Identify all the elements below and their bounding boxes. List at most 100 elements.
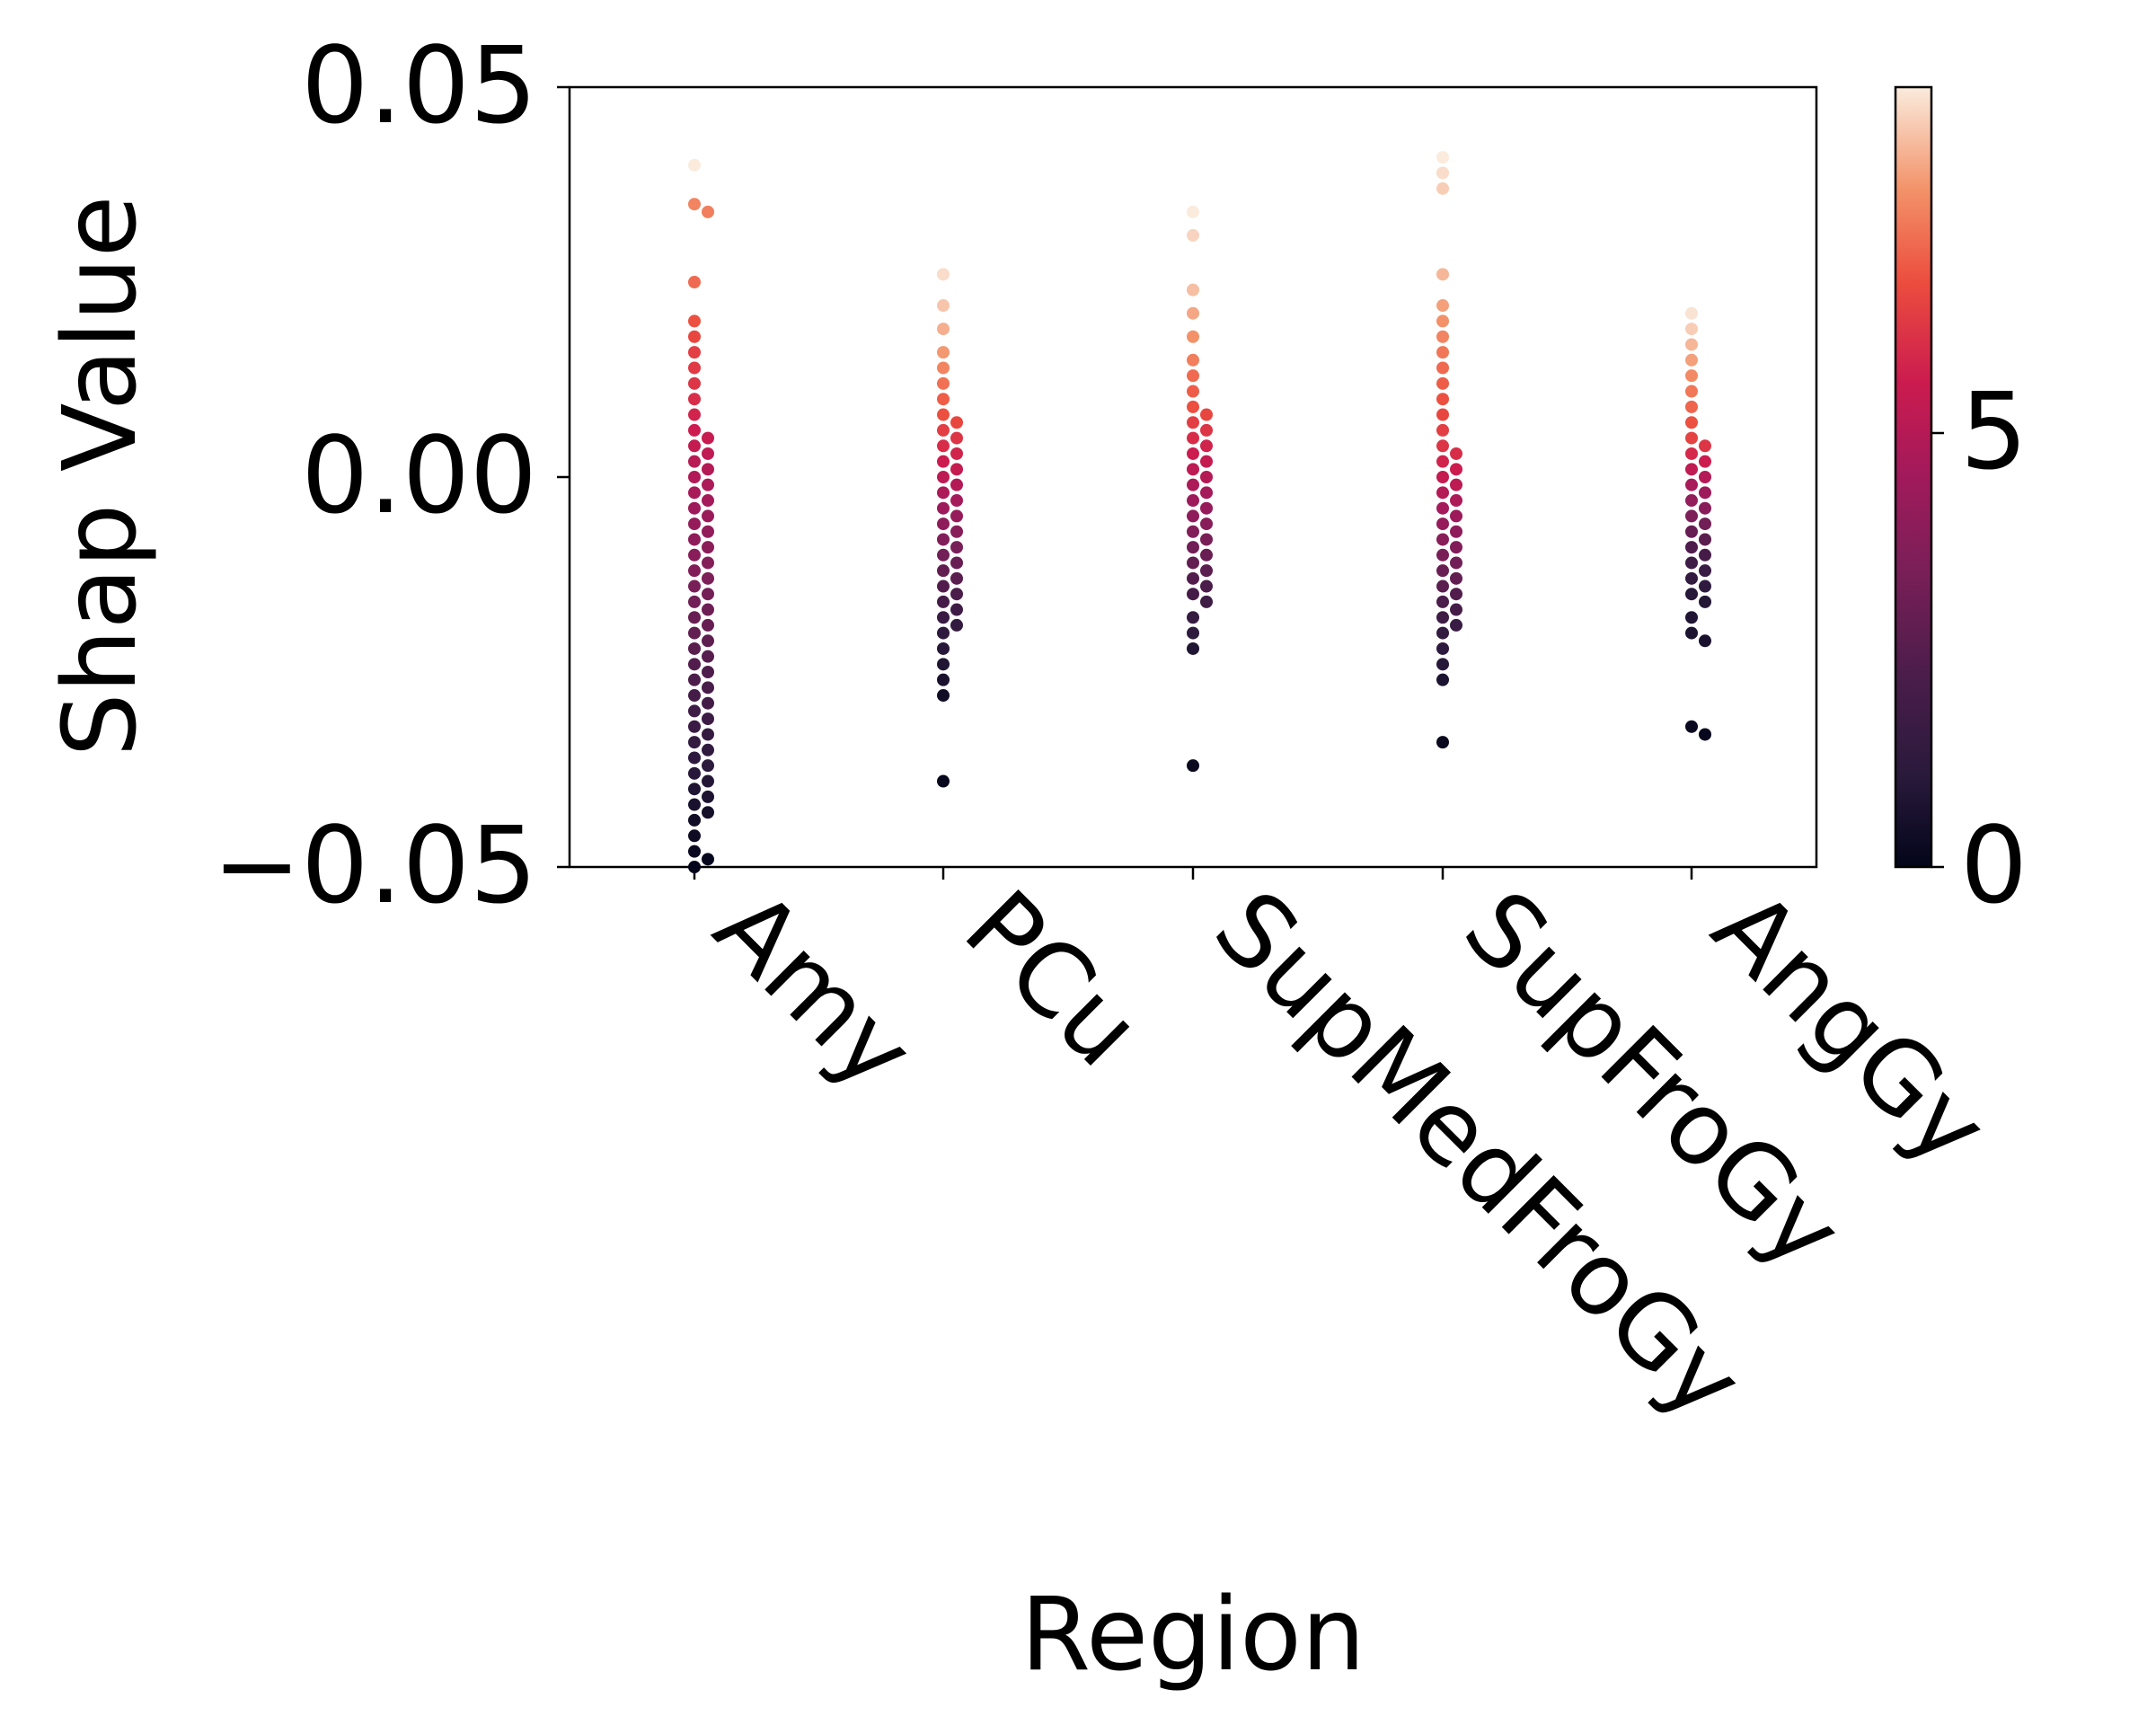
swarm-point: [1200, 471, 1213, 483]
swarm-point: [937, 299, 950, 313]
swarm-point: [1187, 541, 1199, 554]
swarm-point: [1187, 283, 1199, 296]
swarm-point: [937, 408, 950, 421]
swarm-point: [950, 603, 963, 616]
swarm-point: [1187, 205, 1199, 218]
swarm-point: [937, 533, 950, 546]
swarm-point: [688, 736, 701, 749]
swarm-point: [1685, 338, 1698, 351]
swarm-point: [688, 486, 701, 500]
swarm-point: [702, 541, 714, 554]
swarm-point: [1436, 393, 1449, 406]
swarm-point: [937, 393, 950, 406]
swarm-point: [1187, 571, 1199, 585]
swarm-point: [688, 595, 701, 608]
swarm-point: [937, 673, 950, 686]
swarm-point: [688, 330, 701, 343]
swarm-point: [702, 556, 714, 570]
swarm-point: [688, 439, 701, 453]
swarm-point: [1436, 361, 1449, 375]
swarm-point: [1200, 408, 1213, 421]
y-axis-label: Shap Value: [42, 196, 159, 757]
swarm-point: [1436, 408, 1449, 421]
swarm-point: [1436, 641, 1449, 655]
swarm-point: [1699, 579, 1711, 593]
swarm-point: [1200, 439, 1213, 453]
swarm-point: [688, 533, 701, 546]
swarm-point: [1685, 447, 1698, 460]
swarm-point: [688, 611, 701, 624]
swarm-point: [688, 829, 701, 843]
swarm-point: [1187, 385, 1199, 398]
swarm-point: [702, 205, 714, 218]
x-axis: Amy PCu SupMedFroGy SupFroGy AngGy Regio…: [693, 867, 2010, 1694]
swarm-point: [1436, 736, 1449, 749]
swarm-point: [1436, 486, 1449, 500]
plot-area: [568, 85, 1818, 869]
swarm-point: [1699, 533, 1711, 546]
swarm-point: [1699, 518, 1711, 531]
swarm-point: [688, 564, 701, 578]
swarm-point: [1436, 376, 1449, 390]
swarm-point: [1200, 501, 1213, 515]
swarm-point: [702, 431, 714, 445]
swarm-point: [1187, 494, 1199, 508]
colorbar-gradient: [1894, 85, 1933, 869]
swarm-point: [1685, 494, 1698, 508]
swarm-point: [688, 501, 701, 515]
swarm-point: [1187, 330, 1199, 343]
swarm-point: [1685, 541, 1698, 554]
swarm-point: [702, 774, 714, 788]
swarm-point: [702, 634, 714, 648]
swarm-point: [688, 158, 701, 172]
swarm-point: [1450, 463, 1462, 476]
swarm-point: [1436, 564, 1449, 578]
swarm-point: [950, 416, 963, 429]
swarm-point: [937, 658, 950, 671]
swarm-point: [1685, 463, 1698, 476]
swarm-point: [1200, 579, 1213, 593]
swarm-point: [702, 588, 714, 601]
swarm-point: [688, 198, 701, 211]
swarm-point: [1187, 431, 1199, 445]
swarm-point: [1699, 501, 1711, 515]
colorbar-tick-label: 0: [1960, 803, 2028, 927]
swarm-point: [702, 478, 714, 491]
swarm-point: [1187, 400, 1199, 413]
swarm-point: [688, 813, 701, 827]
swarm-point: [937, 548, 950, 562]
swarm-point: [937, 439, 950, 453]
swarm-point: [688, 361, 701, 375]
swarm-point: [1685, 306, 1698, 320]
swarm-point: [1685, 626, 1698, 640]
swarm-point: [937, 486, 950, 500]
swarm-point: [702, 712, 714, 726]
swarm-point: [937, 595, 950, 608]
swarm-point: [1450, 478, 1462, 491]
colorbar: 0 5: [1894, 85, 2028, 927]
swarm-point: [688, 845, 701, 858]
swarm-point: [702, 806, 714, 819]
swarm-point: [1187, 641, 1199, 655]
swarm-point: [1699, 728, 1711, 741]
swarm-point: [1436, 299, 1449, 313]
swarm-point: [1436, 611, 1449, 624]
y-tick-label: −0.05: [212, 803, 537, 927]
swarm-point: [688, 689, 701, 703]
swarm-point: [950, 431, 963, 445]
swarm-point: [937, 774, 950, 788]
swarm-point: [688, 798, 701, 811]
swarm-point: [1187, 759, 1199, 773]
swarm-point: [702, 509, 714, 523]
swarm-point: [1200, 486, 1213, 500]
swarm-point: [1200, 455, 1213, 468]
swarm-point: [702, 571, 714, 585]
swarm-point: [1685, 353, 1698, 367]
swarm-point: [702, 743, 714, 756]
swarm-point: [688, 783, 701, 796]
swarm-point: [1450, 509, 1462, 523]
swarm-point: [688, 704, 701, 718]
swarm-point: [1436, 166, 1449, 180]
swarm-point: [1450, 618, 1462, 632]
swarm-point: [688, 751, 701, 765]
